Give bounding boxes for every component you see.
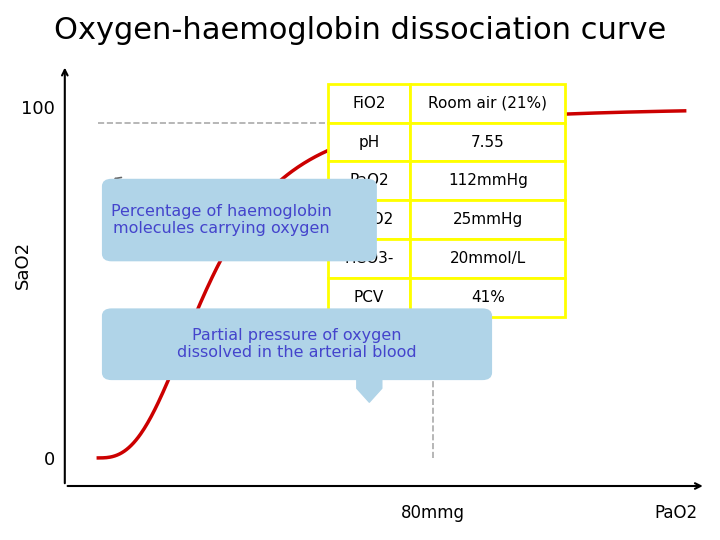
Text: Percentage of haemoglobin
molecules carrying oxygen: Percentage of haemoglobin molecules carr… <box>111 204 332 237</box>
Text: pH: pH <box>359 134 379 150</box>
Text: Room air (21%): Room air (21%) <box>428 96 547 111</box>
Text: PCV: PCV <box>354 290 384 305</box>
Text: PaO2: PaO2 <box>654 503 698 522</box>
Text: SaO2: SaO2 <box>14 241 32 289</box>
Text: 80mmg: 80mmg <box>401 503 465 522</box>
Text: FiO2: FiO2 <box>352 96 386 111</box>
Text: PaCO2: PaCO2 <box>344 212 394 227</box>
Text: Oxygen-haemoglobin dissociation curve: Oxygen-haemoglobin dissociation curve <box>54 16 666 45</box>
Text: 25mmHg: 25mmHg <box>453 212 523 227</box>
Text: 112mmHg: 112mmHg <box>448 173 528 188</box>
Text: PaO2: PaO2 <box>349 173 389 188</box>
Text: 7.55: 7.55 <box>471 134 505 150</box>
Text: Partial pressure of oxygen
dissolved in the arterial blood: Partial pressure of oxygen dissolved in … <box>177 328 417 361</box>
Text: 20mmol/L: 20mmol/L <box>450 251 526 266</box>
Text: 41%: 41% <box>471 290 505 305</box>
Text: HCO3-: HCO3- <box>344 251 394 266</box>
